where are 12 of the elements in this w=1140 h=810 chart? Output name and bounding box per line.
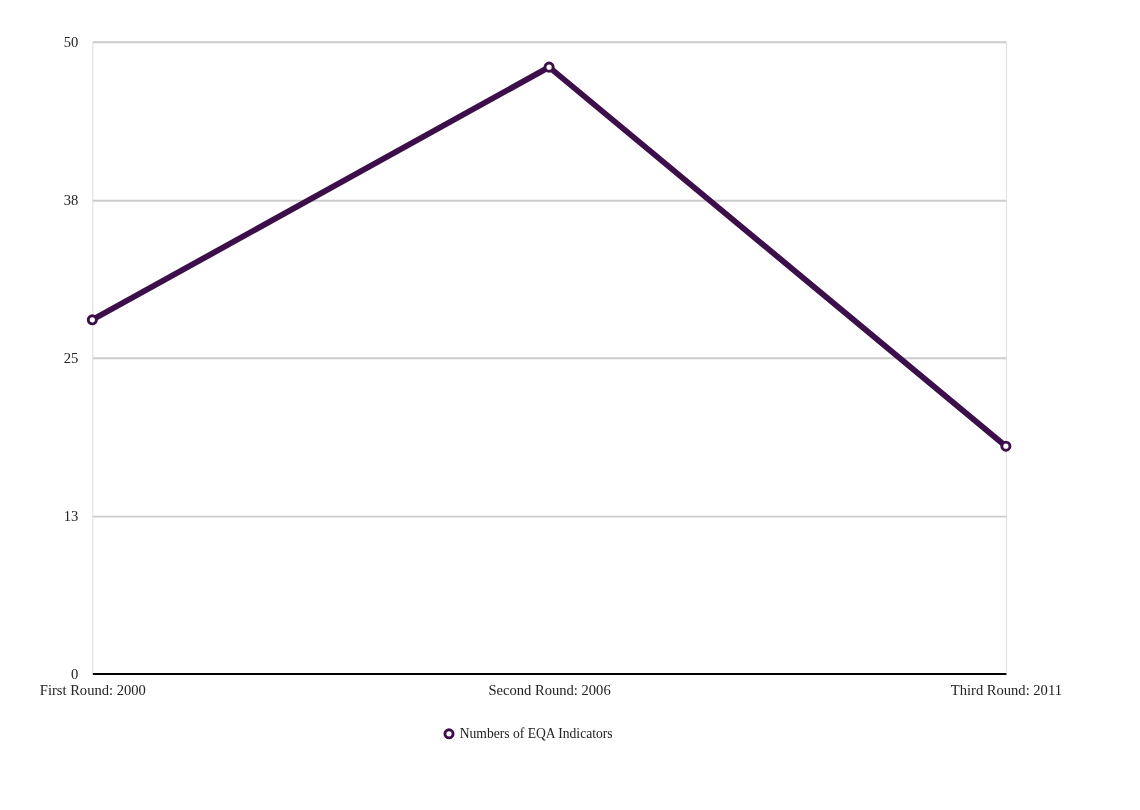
y-tick-label: 25 (63, 350, 79, 367)
x-tick-label: First Round: 2000 (39, 682, 146, 699)
y-tick-label: 38 (63, 192, 79, 209)
x-tick-label: Third Round: 2011 (950, 682, 1062, 699)
point (1000, 440, 1012, 452)
y-tick-label: 0 (70, 665, 79, 682)
y-tick-label: 50 (63, 34, 79, 51)
point (543, 61, 555, 73)
legend-label: Numbers of EQA Indicators (459, 725, 613, 741)
y-tick-label: 13 (63, 507, 79, 524)
point (86, 314, 98, 326)
x-tick-label: Second Round: 2006 (488, 682, 611, 699)
